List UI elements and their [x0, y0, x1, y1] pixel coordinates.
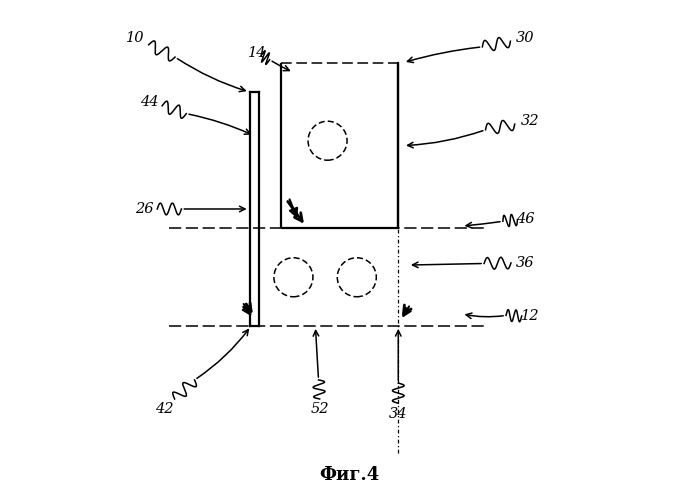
- Text: 44: 44: [140, 95, 159, 109]
- Text: 42: 42: [155, 402, 173, 416]
- Text: 52: 52: [311, 402, 329, 416]
- Text: 34: 34: [389, 407, 408, 421]
- Text: 30: 30: [516, 31, 534, 45]
- Text: 36: 36: [516, 255, 534, 270]
- Text: 10: 10: [126, 31, 144, 45]
- Text: 46: 46: [516, 212, 534, 226]
- Text: 32: 32: [521, 114, 539, 128]
- Text: Фиг.4: Фиг.4: [319, 466, 380, 484]
- Text: 12: 12: [521, 310, 539, 323]
- Text: 26: 26: [136, 202, 154, 216]
- Text: 14: 14: [247, 46, 266, 60]
